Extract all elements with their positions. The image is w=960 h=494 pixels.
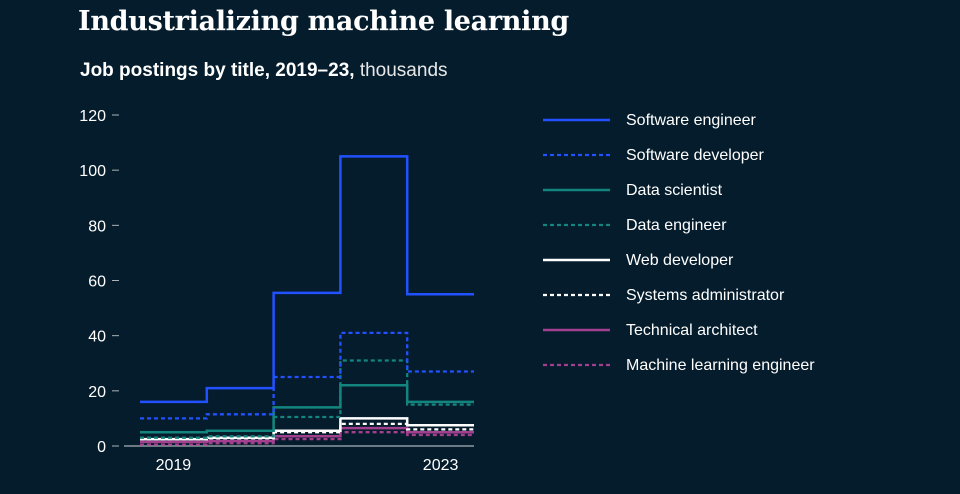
legend-label: Machine learning engineer (626, 357, 815, 374)
legend-label: Data scientist (626, 182, 723, 199)
y-tick-label: 40 (88, 329, 106, 346)
x-tick-label: 2019 (156, 457, 192, 474)
subtitle-unit: thousands (359, 60, 448, 81)
series-line-software-engineer (140, 155, 474, 404)
y-tick-label: 120 (79, 108, 106, 125)
legend-label: Software engineer (626, 112, 757, 129)
y-tick-label: 80 (88, 218, 106, 235)
y-tick-label: 100 (79, 163, 106, 180)
series-layer (140, 155, 474, 446)
axis-layer: 0 20 40 60 80 100 120 2019 2023 (79, 108, 474, 474)
legend-label: Technical architect (626, 322, 758, 339)
y-tick-label: 20 (88, 384, 106, 401)
series-line-data-engineer (140, 359, 474, 439)
legend-label: Software developer (626, 147, 765, 164)
legend-label: Data engineer (626, 217, 727, 234)
legend-label: Systems administrator (626, 287, 785, 304)
chart-title: Industrializing machine learning (78, 6, 569, 37)
series-line-software-developer (140, 331, 474, 420)
subtitle-main: Job postings by title, 2019–23, (80, 60, 355, 81)
legend-label: Web developer (626, 252, 734, 269)
y-tick-label: 0 (97, 439, 106, 456)
series-line-machine-learning-engineer (140, 431, 474, 446)
legend: Software engineer Software developer Data … (543, 112, 815, 374)
y-tick-label: 60 (88, 274, 106, 291)
chart-subtitle: Job postings by title, 2019–23, thousand… (80, 60, 448, 82)
x-tick-label: 2023 (423, 457, 459, 474)
series-line-data-scientist (140, 384, 474, 434)
